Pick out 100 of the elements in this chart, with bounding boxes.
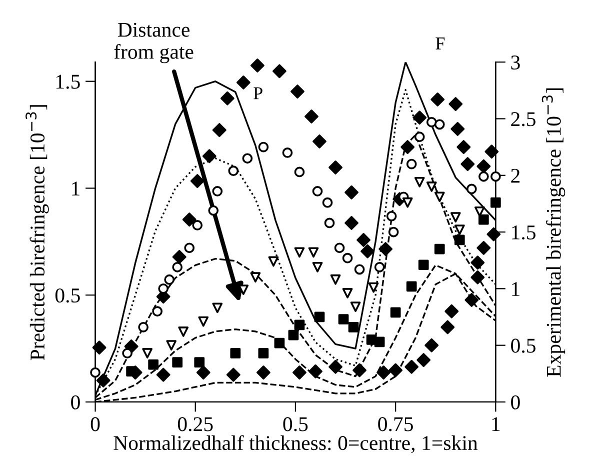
point [440,320,455,334]
point [166,340,177,350]
point [412,110,427,125]
x-tick-label: 0.25 [178,417,213,432]
point [250,272,261,283]
point [470,256,485,270]
point [258,142,269,152]
point [404,360,419,374]
x-tick-label: 0.5 [283,417,308,432]
point [344,216,358,230]
point [342,288,353,298]
point [350,302,361,312]
point [282,148,293,158]
x-tick-label: 0.75 [378,417,413,432]
point [308,364,322,378]
point [212,186,223,196]
point [490,197,501,208]
x-axis-title: Normalizedhalf thickness: 0=centre, 1=skin [114,435,478,454]
point [258,348,269,358]
point [334,242,345,254]
point [460,157,475,172]
point [328,160,342,174]
point [478,214,489,225]
point [444,304,459,318]
point [96,373,110,388]
point [486,227,501,242]
y2-tick-label: 0 [511,395,520,410]
point [464,293,479,307]
point [402,197,413,208]
point [178,326,189,337]
point [138,322,149,332]
point [390,307,401,318]
point [454,234,465,246]
point [192,220,203,230]
point [450,212,461,222]
point [470,270,485,284]
point [292,366,306,380]
y2-tick-label: 1 [512,282,520,296]
point [374,336,385,348]
point [484,144,499,159]
point [352,363,366,378]
point [304,110,318,124]
point [378,242,393,256]
point [330,274,341,285]
point [228,166,239,176]
point [344,185,358,200]
point [414,176,425,188]
point [338,314,349,324]
point [406,158,417,170]
point [400,140,415,154]
y2-tick-label: 2.5 [511,112,536,126]
point [476,240,491,255]
point [456,140,471,154]
point [416,353,431,367]
point [324,218,335,228]
point [158,283,169,294]
point [322,197,333,208]
point [208,205,219,216]
point [424,338,439,352]
point [314,312,325,322]
point [454,224,465,235]
point [152,306,163,317]
point [388,363,403,378]
point [360,244,374,258]
x-tick-label: 0 [90,417,100,432]
point [328,360,342,374]
point [308,247,319,258]
point [122,348,132,358]
point [406,281,417,292]
y-tick-label: 1 [72,182,80,196]
point [290,84,304,99]
point [288,330,299,340]
point [426,116,437,128]
point [466,184,477,194]
point [368,282,379,293]
point [434,119,445,130]
point [148,359,159,370]
point [92,340,106,355]
text: F [436,38,445,50]
point [256,366,270,380]
point [156,368,170,382]
annotation: P [254,87,262,100]
point [172,262,183,272]
y-tick-label: 0 [71,395,80,410]
point [90,367,100,378]
point [450,122,465,136]
point [220,91,234,106]
point [434,192,445,202]
point [196,366,210,380]
point [274,338,285,348]
point [172,250,186,264]
point [348,322,359,332]
point [374,262,385,272]
point [376,366,391,380]
point [212,123,226,138]
point [272,64,286,78]
point [294,166,305,178]
point [198,316,209,327]
point [490,171,501,182]
point [226,368,240,382]
